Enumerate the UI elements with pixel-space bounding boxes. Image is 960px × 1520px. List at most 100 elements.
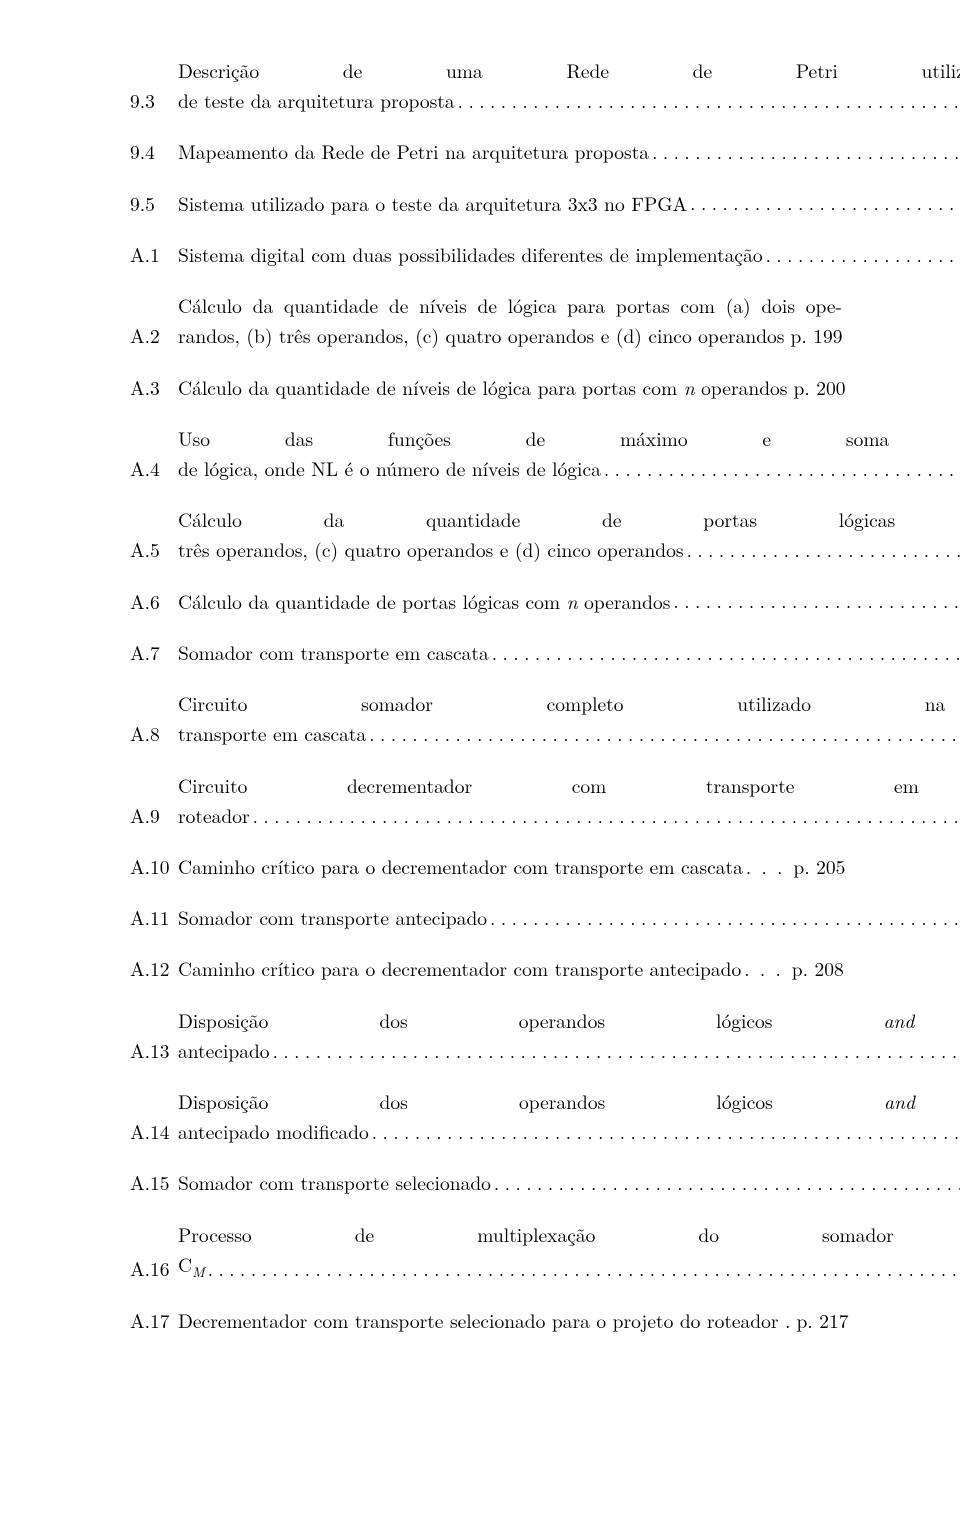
toc-last-text: Decrementador com transporte selecionado…	[178, 1305, 790, 1335]
toc-entry-text: Caminho crítico para o decrementador com…	[178, 851, 842, 881]
toc-leader-dots: . . .	[743, 852, 788, 881]
toc-entry: A.7Somador com transporte em cascata....…	[130, 637, 842, 667]
toc-text-line: Uso das funções de máximo e soma no cálc…	[178, 423, 960, 453]
toc-last-text: Sistema utilizado para o teste da arquit…	[178, 188, 687, 218]
toc-last-text: antecipado modificado	[178, 1116, 369, 1146]
toc-last-line: Decrementador com transporte selecionado…	[178, 1305, 842, 1335]
toc-leader-dots: ........................................…	[489, 638, 960, 667]
toc-entry-number: A.11	[130, 902, 178, 932]
toc-entry-text: Processo de multiplexação do somador com…	[178, 1219, 960, 1284]
toc-entry-number: A.9	[130, 800, 178, 830]
toc-entry-text: Somador com transporte antecipado.......…	[178, 902, 960, 932]
toc-entry-number: A.7	[130, 637, 178, 667]
toc-leader-dots: ........................................…	[601, 454, 960, 483]
toc-last-text: Mapeamento da Rede de Petri na arquitetu…	[178, 136, 649, 166]
toc-last-text: Caminho crítico para o decrementador com…	[178, 953, 741, 983]
toc-last-line: transporte em cascata...................…	[178, 718, 960, 748]
toc-entry-number: 9.5	[130, 188, 178, 218]
toc-entry-text: Somador com transporte selecionado......…	[178, 1167, 960, 1197]
toc-entry-text: Cálculo da quantidade de níveis de lógic…	[178, 372, 842, 402]
toc-entry-number: A.17	[130, 1305, 178, 1335]
toc-entry: A.12Caminho crítico para o decrementador…	[130, 953, 842, 983]
toc-last-line: de lógica, onde NL é o número de níveis …	[178, 453, 960, 483]
toc-last-line: randos, (b) três operandos, (c) quatro o…	[178, 320, 842, 350]
toc-entry: A.15Somador com transporte selecionado..…	[130, 1167, 842, 1197]
toc-last-text: CM	[178, 1249, 205, 1284]
toc-entry: A.9Circuito decrementador com transporte…	[130, 770, 842, 830]
toc-last-text: antecipado	[178, 1035, 270, 1065]
toc-leader-dots: ........................................…	[205, 1254, 960, 1283]
toc-entry-text: Mapeamento da Rede de Petri na arquitetu…	[178, 136, 960, 166]
toc-entry: A.14Disposição dos operandos lógicos and…	[130, 1086, 842, 1146]
toc-last-text: Somador com transporte em cascata	[178, 637, 489, 667]
toc-text-line: Cálculo da quantidade de níveis de lógic…	[178, 290, 842, 320]
toc-entry-text: Cálculo da quantidade de portas lógicas …	[178, 504, 960, 564]
toc-last-text: Somador com transporte antecipado	[178, 902, 487, 932]
toc-entry: A.10Caminho crítico para o decrementador…	[130, 851, 842, 881]
toc-entry-text: Cálculo da quantidade de níveis de lógic…	[178, 290, 842, 350]
toc-leader-dots: ........................................…	[270, 1036, 960, 1065]
toc-last-line: CM......................................…	[178, 1249, 960, 1284]
toc-entry: A.2Cálculo da quantidade de níveis de ló…	[130, 290, 842, 350]
toc-leader-dots: . . .	[741, 954, 786, 983]
toc-last-text: Somador com transporte selecionado	[178, 1167, 491, 1197]
toc-last-line: Somador com transporte em cascata.......…	[178, 637, 960, 667]
toc-entry-text: Decrementador com transporte selecionado…	[178, 1305, 842, 1335]
toc-entry-number: A.8	[130, 718, 178, 748]
toc-last-line: Caminho crítico para o decrementador com…	[178, 953, 842, 983]
toc-last-text: Caminho crítico para o decrementador com…	[178, 851, 743, 881]
toc-entry-text: Disposição dos operandos lógicos and no …	[178, 1086, 960, 1146]
toc-last-line: antecipado..............................…	[178, 1035, 960, 1065]
toc-entry: A.6Cálculo da quantidade de portas lógic…	[130, 586, 842, 616]
toc-last-text: Sistema digital com duas possibilidades …	[178, 239, 763, 269]
toc-entry: A.4Uso das funções de máximo e soma no c…	[130, 423, 842, 483]
toc-page: 9.3Descrição de uma Rede de Petri utiliz…	[0, 0, 960, 1520]
toc-entry: A.17Decrementador com transporte selecio…	[130, 1305, 842, 1335]
toc-entry: A.16Processo de multiplexação do somador…	[130, 1219, 842, 1284]
toc-entry-number: A.16	[130, 1253, 178, 1283]
toc-leader-dots: ........................................…	[687, 188, 960, 217]
toc-last-line: Mapeamento da Rede de Petri na arquitetu…	[178, 136, 960, 166]
toc-leader-dots: ........................................…	[366, 719, 960, 748]
toc-leader-dots: ........................................…	[684, 535, 960, 564]
toc-leader-dots: ........................................…	[369, 1117, 960, 1146]
toc-entry: A.5Cálculo da quantidade de portas lógic…	[130, 504, 842, 564]
toc-text-line: Descrição de uma Rede de Petri utilizada…	[178, 55, 960, 85]
toc-text-line: Processo de multiplexação do somador com…	[178, 1219, 960, 1249]
toc-text-line: Disposição dos operandos lógicos and no …	[178, 1086, 960, 1116]
toc-last-line: Caminho crítico para o decrementador com…	[178, 851, 842, 881]
toc-page-ref: p. 200	[787, 372, 845, 402]
toc-last-text: randos, (b) três operandos, (c) quatro o…	[178, 320, 785, 350]
toc-entry-number: A.14	[130, 1116, 178, 1146]
toc-leader-dots: ........................................…	[250, 801, 960, 830]
toc-page-ref: p. 199	[785, 320, 843, 350]
toc-page-ref: p. 217	[790, 1305, 848, 1335]
toc-last-text: Cálculo da quantidade de níveis de lógic…	[178, 372, 787, 402]
toc-entry-text: Cálculo da quantidade de portas lógicas …	[178, 586, 960, 616]
toc-entry-text: Somador com transporte em cascata.......…	[178, 637, 960, 667]
toc-last-text: de teste da arquitetura proposta	[178, 85, 455, 115]
toc-entry: A.13Disposição dos operandos lógicos and…	[130, 1005, 842, 1065]
toc-last-text: três operandos, (c) quatro operandos e (…	[178, 534, 684, 564]
toc-entry-text: Circuito somador completo utilizado na c…	[178, 688, 960, 748]
toc-entry: A.3Cálculo da quantidade de níveis de ló…	[130, 372, 842, 402]
toc-leader-dots: ........................................…	[763, 240, 960, 269]
toc-entry-number: A.1	[130, 239, 178, 269]
toc-entry: A.8Circuito somador completo utilizado n…	[130, 688, 842, 748]
toc-leader-dots: ........................................…	[649, 137, 960, 166]
toc-last-line: Somador com transporte antecipado.......…	[178, 902, 960, 932]
toc-entry: A.1Sistema digital com duas possibilidad…	[130, 239, 842, 269]
toc-last-line: Sistema utilizado para o teste da arquit…	[178, 188, 960, 218]
toc-page-ref: p. 205	[787, 851, 845, 881]
toc-text-line: Cálculo da quantidade de portas lógicas …	[178, 504, 960, 534]
toc-entry: 9.3Descrição de uma Rede de Petri utiliz…	[130, 55, 842, 115]
toc-text-line: Disposição dos operandos lógicos and no …	[178, 1005, 960, 1035]
toc-last-line: de teste da arquitetura proposta........…	[178, 85, 960, 115]
toc-entry-number: A.2	[130, 320, 178, 350]
toc-entry-number: A.6	[130, 586, 178, 616]
toc-entry-text: Disposição dos operandos lógicos and no …	[178, 1005, 960, 1065]
toc-entry-number: A.5	[130, 534, 178, 564]
toc-entry: 9.4Mapeamento da Rede de Petri na arquit…	[130, 136, 842, 166]
toc-entry: 9.5Sistema utilizado para o teste da arq…	[130, 188, 842, 218]
toc-text-line: Circuito somador completo utilizado na c…	[178, 688, 960, 718]
